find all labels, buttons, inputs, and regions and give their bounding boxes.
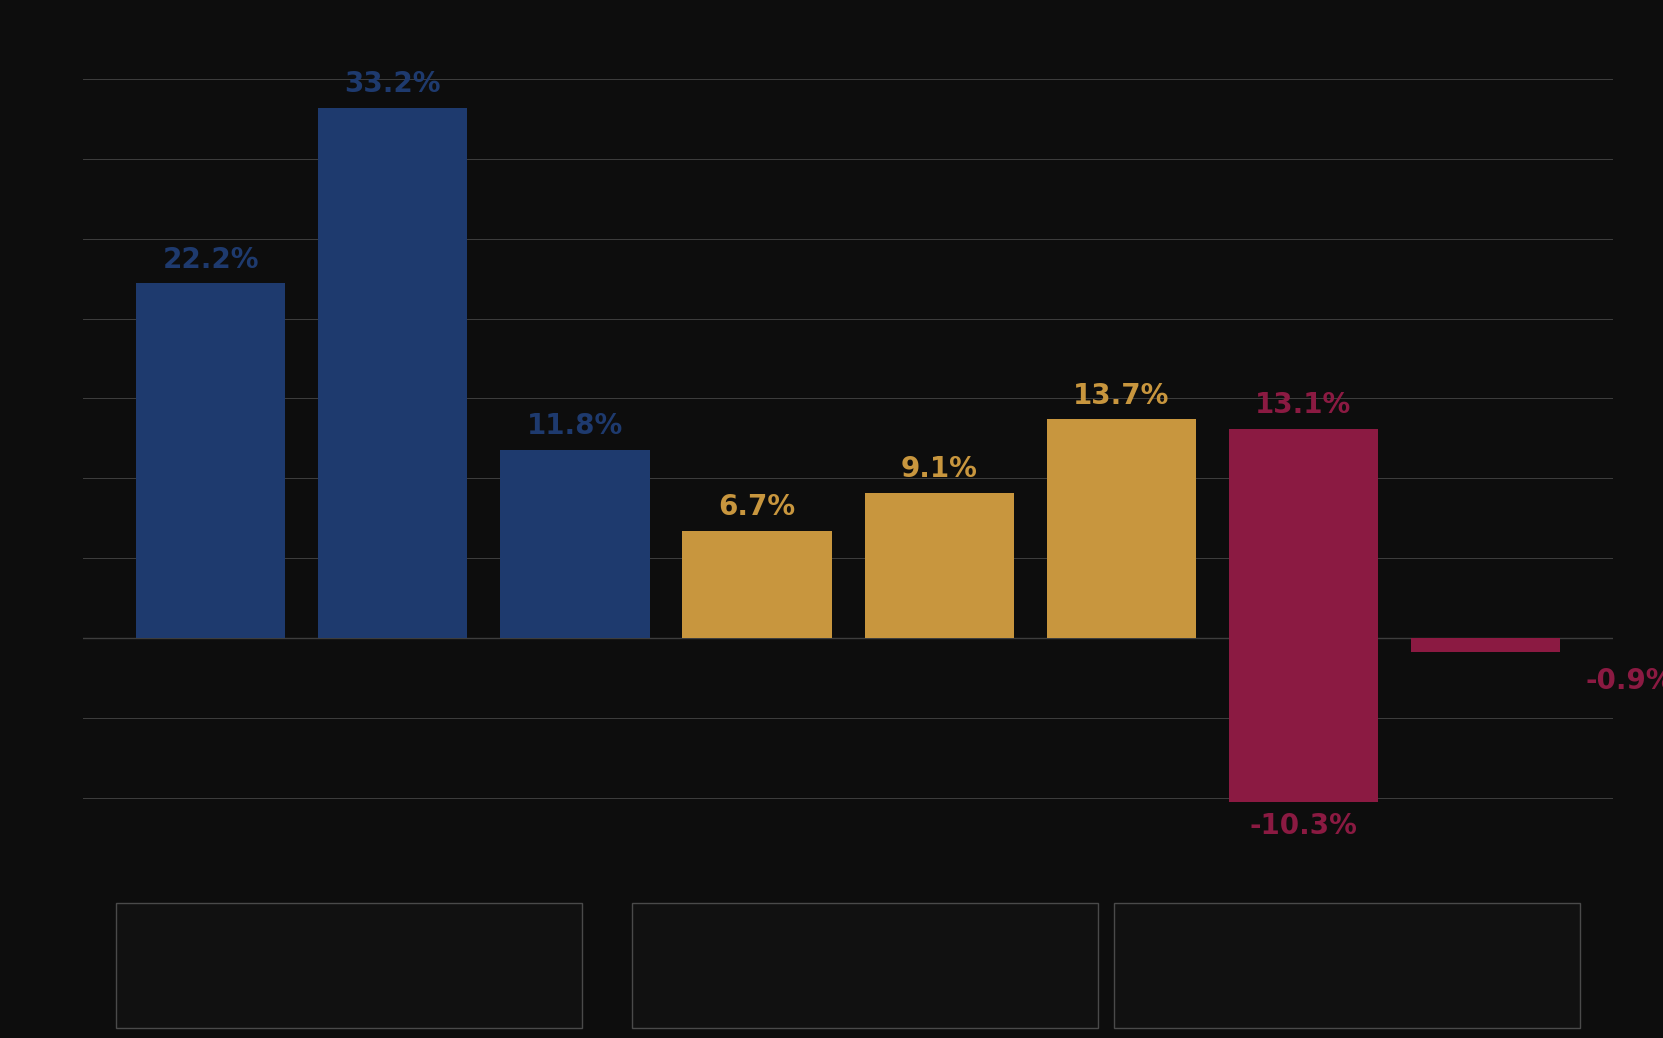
Text: -0.9%: -0.9% <box>1587 666 1663 694</box>
Bar <box>865 493 1014 638</box>
Bar <box>136 283 286 638</box>
Text: 13.7%: 13.7% <box>1073 382 1169 410</box>
Bar <box>318 108 467 638</box>
Text: -10.3%: -10.3% <box>1249 812 1357 840</box>
Bar <box>682 531 832 638</box>
Bar <box>501 449 650 638</box>
Text: 22.2%: 22.2% <box>163 246 259 274</box>
Bar <box>1046 419 1196 638</box>
Text: 33.2%: 33.2% <box>344 71 441 99</box>
Text: 13.1%: 13.1% <box>1256 391 1352 419</box>
Text: 9.1%: 9.1% <box>901 455 978 483</box>
Text: 11.8%: 11.8% <box>527 412 624 440</box>
Bar <box>1229 638 1379 802</box>
Text: 6.7%: 6.7% <box>718 493 795 521</box>
Bar <box>1410 638 1560 652</box>
Bar <box>1229 429 1379 638</box>
